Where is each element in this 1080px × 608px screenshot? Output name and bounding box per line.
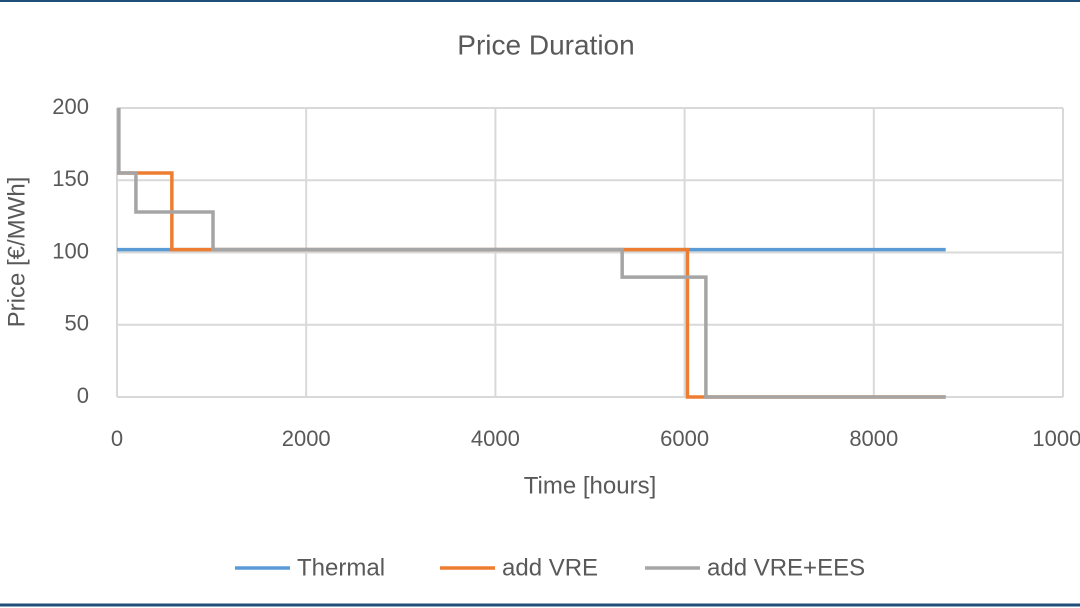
x-axis-title: Time [hours] [524,472,656,499]
y-tick-label: 150 [52,166,89,191]
y-tick-label: 0 [77,383,89,408]
y-tick-label: 200 [52,94,89,119]
x-tick-label: 8000 [849,426,898,451]
legend-label: Thermal [297,554,385,581]
x-tick-label: 0 [111,426,123,451]
y-tick-label: 100 [52,238,89,263]
legend-label: add VRE [502,554,598,581]
x-tick-label: 2000 [282,426,331,451]
chart-title: Price Duration [457,29,634,60]
x-tick-label: 6000 [660,426,709,451]
legend-label: add VRE+EES [707,554,865,581]
x-tick-label: 10000 [1032,426,1080,451]
y-tick-label: 50 [65,311,89,336]
series-line [117,171,946,399]
x-tick-label: 4000 [471,426,520,451]
series-line [117,108,946,399]
y-axis-title: Price [€/MWh] [3,177,30,328]
